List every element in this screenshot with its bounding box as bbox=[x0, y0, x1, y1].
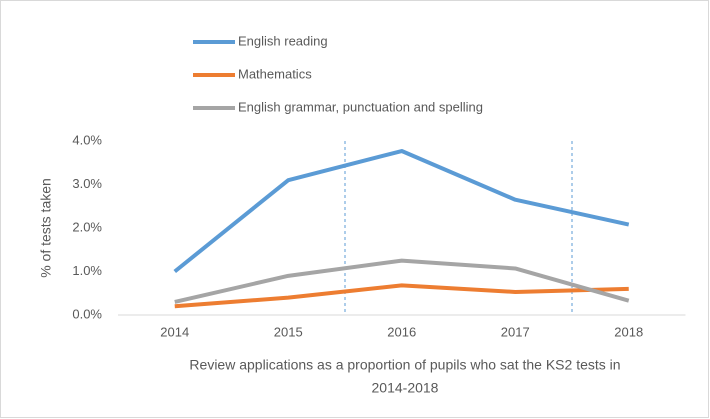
y-tick-label: 3.0% bbox=[72, 176, 102, 191]
x-tick-label: 2018 bbox=[614, 324, 643, 339]
legend-label: English grammar, punctuation and spellin… bbox=[238, 99, 483, 114]
y-tick-label: 4.0% bbox=[72, 132, 102, 147]
x-tick-label: 2015 bbox=[274, 324, 303, 339]
x-tick-label: 2016 bbox=[387, 324, 416, 339]
x-axis-title: 2014-2018 bbox=[372, 380, 439, 396]
series-line bbox=[174, 258, 630, 304]
x-axis-title: Review applications as a proportion of p… bbox=[189, 357, 620, 373]
x-tick-label: 2014 bbox=[160, 324, 189, 339]
legend-label: English reading bbox=[238, 33, 328, 48]
series-line bbox=[174, 283, 629, 309]
series-line bbox=[173, 149, 630, 274]
y-tick-label: 0.0% bbox=[72, 306, 102, 321]
x-tick-label: 2017 bbox=[501, 324, 530, 339]
y-tick-label: 2.0% bbox=[72, 219, 102, 234]
y-tick-label: 1.0% bbox=[72, 263, 102, 278]
y-axis-title: % of tests taken bbox=[38, 178, 54, 278]
legend-label: Mathematics bbox=[238, 66, 312, 81]
